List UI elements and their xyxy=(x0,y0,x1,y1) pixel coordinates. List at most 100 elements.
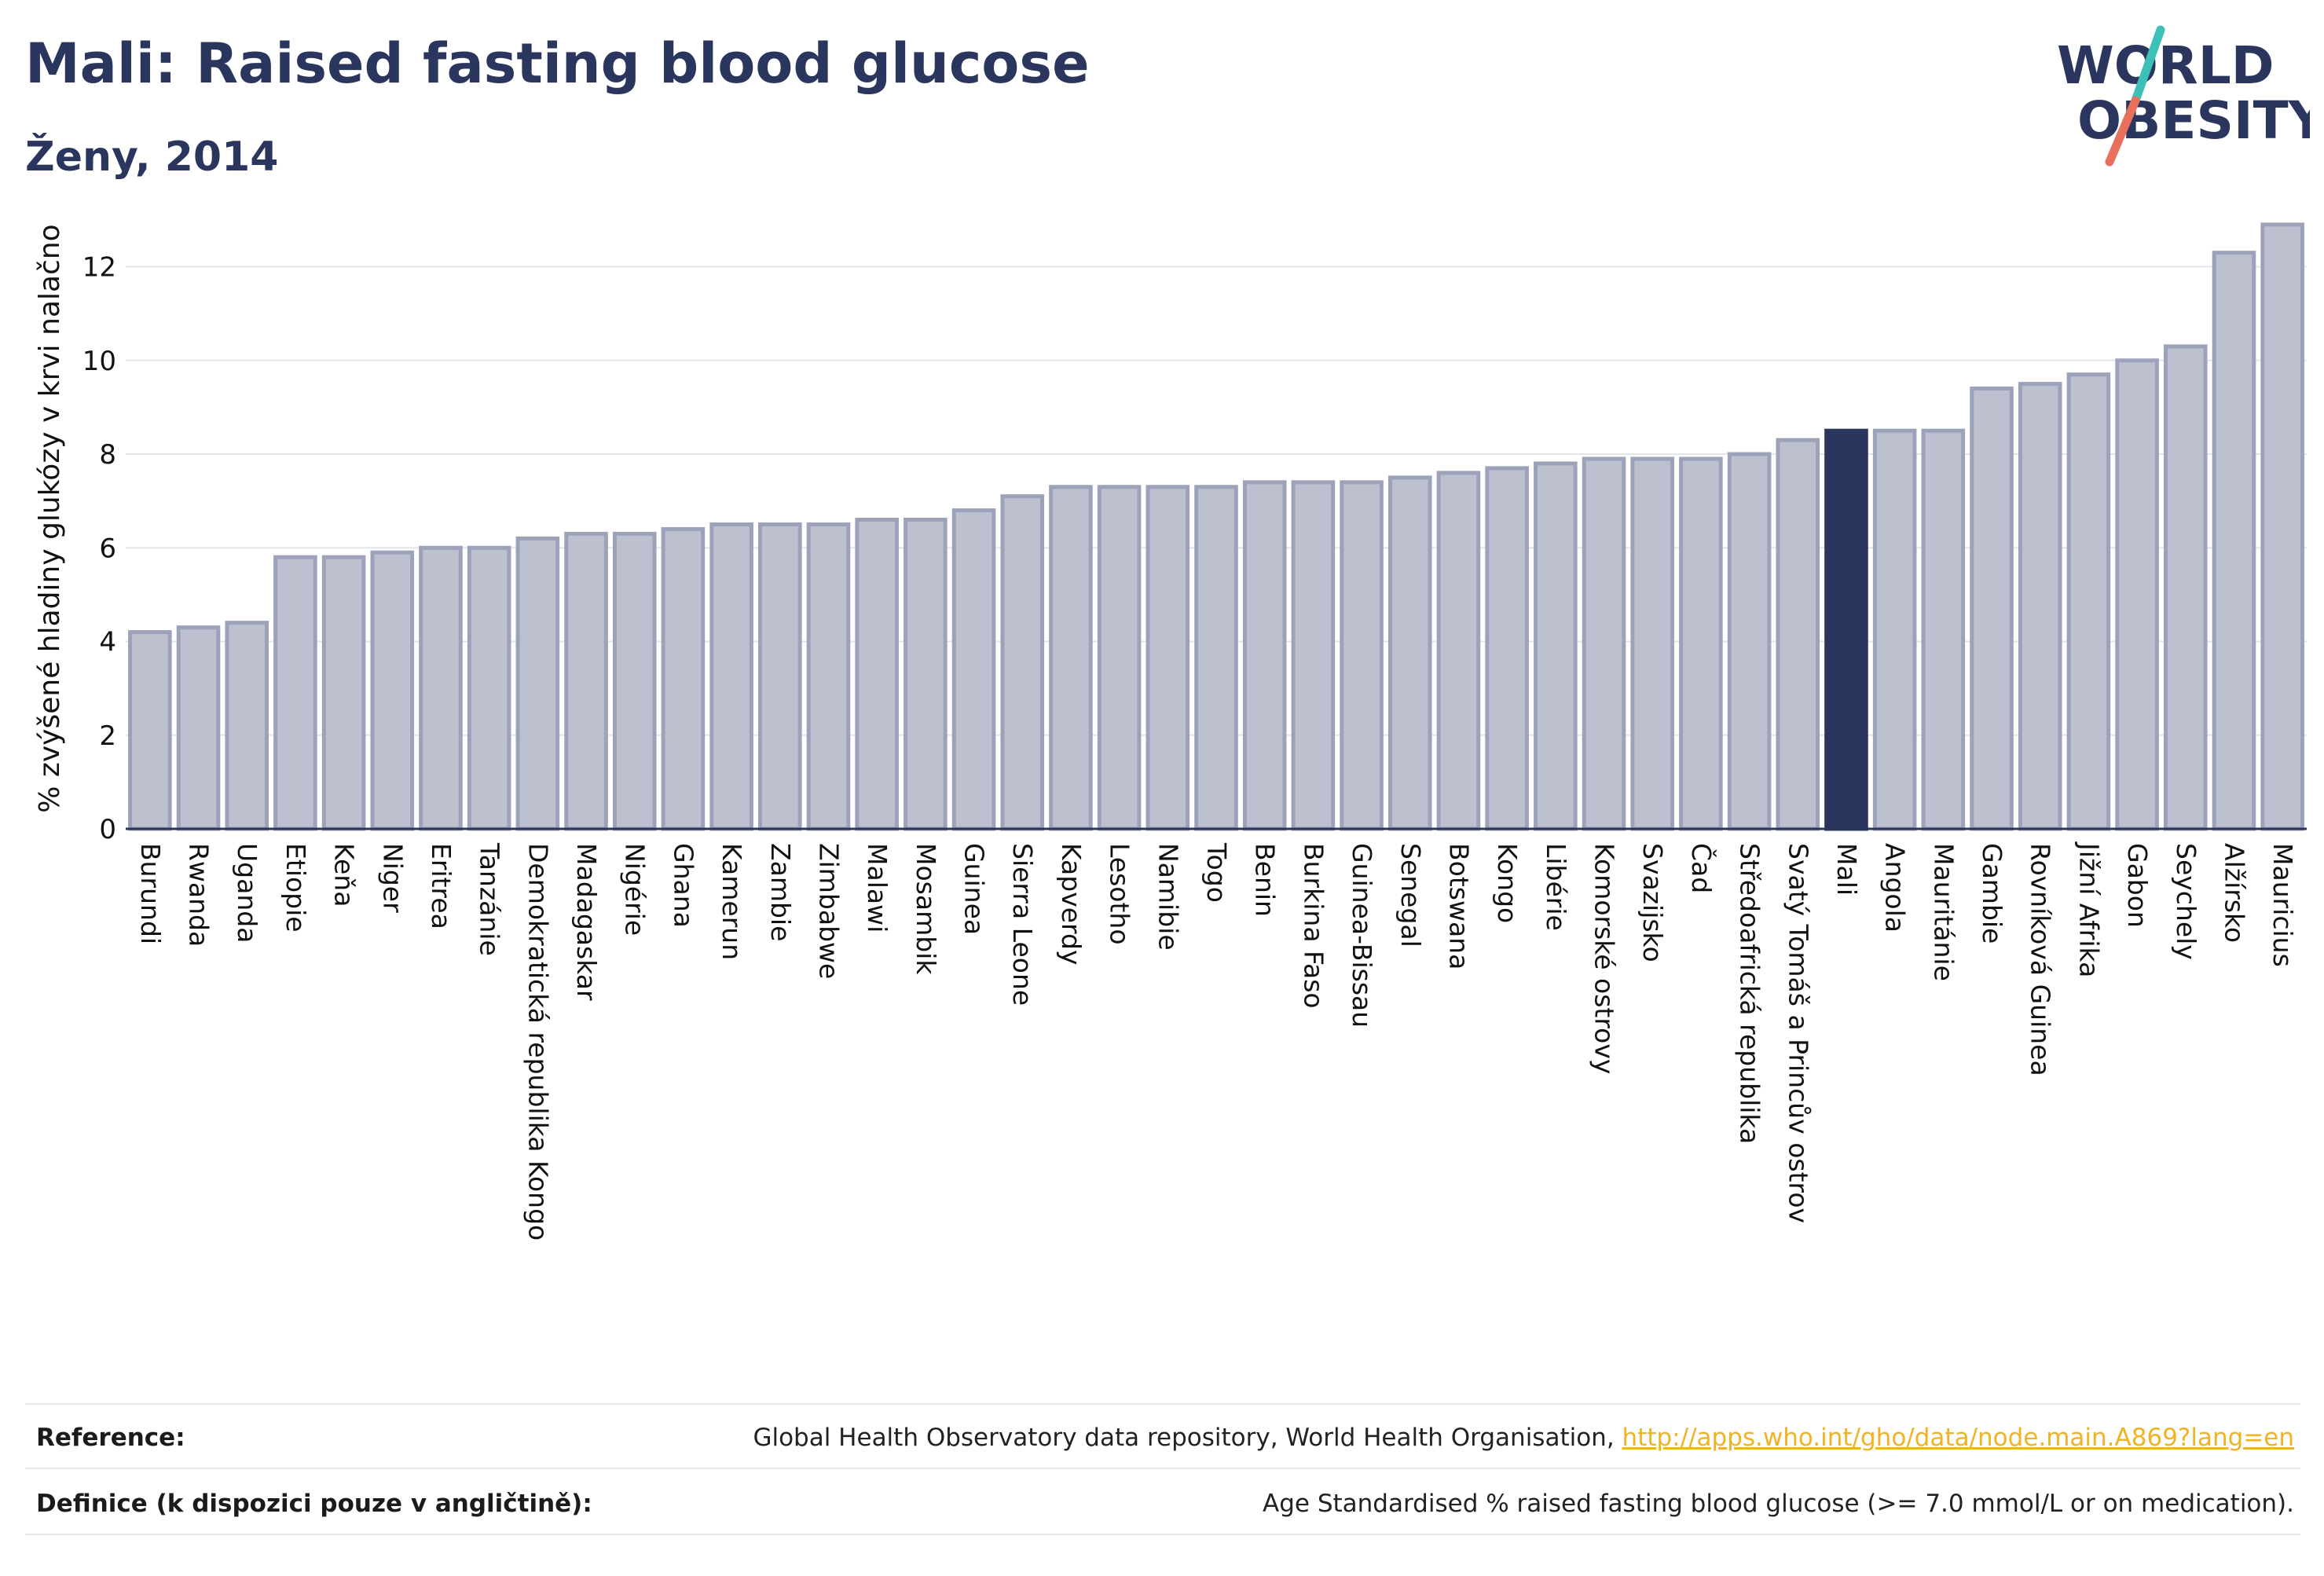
bar-guinea-bissau xyxy=(1340,480,1384,831)
y-tick-label: 4 xyxy=(99,627,116,658)
x-tick-label: Senegal xyxy=(1395,843,1426,947)
footer-divider-top xyxy=(25,1403,2300,1405)
x-tick-label: Středoafrická republika xyxy=(1735,843,1765,1144)
y-tick-label: 0 xyxy=(99,814,116,845)
bar-zimbabwe xyxy=(806,522,851,831)
bar-malawi xyxy=(855,518,899,831)
y-tick-label: 12 xyxy=(82,252,116,284)
x-tick-label: Mosambik xyxy=(911,843,941,975)
world-obesity-logo: WORLD OBESITY xyxy=(2057,25,2310,167)
bar-mosambik xyxy=(904,518,948,831)
bar-chart: 0 2 4 6 8 10 12 Burundi Rwanda Uganda Etiopie Keňa N… xyxy=(34,222,2307,1241)
bar-burkina-faso xyxy=(1291,480,1336,831)
bar-togo xyxy=(1194,485,1238,831)
bar-zambie xyxy=(758,522,802,831)
x-tick-label: Etiopie xyxy=(280,843,311,933)
bar-čad xyxy=(1679,456,1723,831)
bar-niger xyxy=(370,550,415,831)
y-tick-label: 6 xyxy=(99,533,116,564)
footer-divider-bottom xyxy=(25,1534,2300,1535)
bar-gabon xyxy=(2115,358,2159,831)
y-axis-label: % zvýšené hladiny glukózy v krvi nalačno xyxy=(34,224,66,812)
bar-gambie xyxy=(1970,387,2014,831)
x-tick-label: Zimbabwe xyxy=(813,843,844,979)
reference-link[interactable]: http://apps.who.int/gho/data/node.main.A… xyxy=(1622,1424,2294,1452)
bar-rwanda xyxy=(176,625,221,831)
bar-kongo xyxy=(1485,466,1529,831)
bar-kapverdy xyxy=(1049,485,1093,831)
chart-title: Mali: Raised fasting blood glucose xyxy=(25,31,1090,96)
definition-text: Age Standardised % raised fasting blood … xyxy=(1263,1490,2294,1518)
reference-text: Global Health Observatory data repositor… xyxy=(753,1424,2294,1452)
x-tick-label: Mauritánie xyxy=(1928,843,1959,981)
bar-benin xyxy=(1242,480,1287,831)
bar-svatý-tomáš-a-princův-ostrov xyxy=(1776,438,1820,831)
x-tick-label: Malawi xyxy=(862,843,893,933)
bar-uganda xyxy=(225,621,269,831)
x-tick-label: Komorské ostrovy xyxy=(1589,843,1620,1074)
x-tick-label: Guinea xyxy=(959,843,990,935)
x-tick-label: Namibie xyxy=(1153,843,1183,951)
x-tick-label: Zambie xyxy=(765,843,796,941)
bar-guinea xyxy=(951,508,996,831)
logo-slash-top xyxy=(2131,25,2165,105)
x-tick-label: Madagaskar xyxy=(571,843,602,1001)
reference-label: Reference: xyxy=(36,1424,185,1452)
bar-keňa xyxy=(321,555,366,831)
bar-alžírsko xyxy=(2212,251,2256,831)
bar-mali xyxy=(1824,428,1868,831)
footer-divider-middle xyxy=(25,1468,2300,1469)
bar-nigérie xyxy=(612,531,657,831)
bars xyxy=(128,222,2304,831)
y-tick-label: 10 xyxy=(82,346,116,377)
bar-libérie xyxy=(1534,461,1578,831)
x-tick-label: Angola xyxy=(1880,843,1911,933)
x-tick-label: Gambie xyxy=(1977,843,2007,944)
x-tick-label: Keňa xyxy=(329,843,360,907)
reference-source: Global Health Observatory data repositor… xyxy=(753,1424,1622,1452)
x-tick-label: Kongo xyxy=(1492,843,1523,923)
x-tick-label: Seychely xyxy=(2171,843,2201,960)
x-tick-label: Alžírsko xyxy=(2219,843,2249,943)
bar-senegal xyxy=(1387,475,1432,831)
bar-angola xyxy=(1872,428,1917,831)
bar-burundi xyxy=(128,630,172,831)
definition-label: Definice (k dispozici pouze v angličtině… xyxy=(36,1490,592,1518)
bar-lesotho xyxy=(1097,485,1142,831)
bar-středoafrická-republika xyxy=(1727,452,1772,831)
x-tick-label: Mali xyxy=(1831,843,1862,896)
logo-slash-bottom xyxy=(2105,96,2140,167)
x-tick-label: Burundi xyxy=(135,843,166,944)
bar-jižní-afrika xyxy=(2066,372,2111,831)
x-tick-label: Svatý Tomáš a Princův ostrov xyxy=(1783,843,1813,1223)
x-tick-label: Rovníková Guinea xyxy=(2025,843,2056,1076)
bar-seychely xyxy=(2163,344,2208,831)
bar-eritrea xyxy=(419,545,463,831)
x-tick-label: Botswana xyxy=(1443,843,1474,969)
x-tick-label: Rwanda xyxy=(184,843,214,947)
x-tick-label: Kapverdy xyxy=(1056,843,1087,966)
bar-mauricius xyxy=(2260,222,2304,831)
x-tick-label: Lesotho xyxy=(1105,843,1135,945)
x-tick-label: Gabon xyxy=(2122,843,2153,928)
x-tick-label: Nigérie xyxy=(620,843,651,936)
x-tick-label: Demokratická republika Kongo xyxy=(522,843,553,1241)
x-tick-label: Čad xyxy=(1686,843,1717,893)
axes: 0 2 4 6 8 10 12 Burundi Rwanda Uganda Etiopie Keňa N… xyxy=(82,252,2307,1241)
bar-namibie xyxy=(1146,485,1190,831)
x-tick-label: Svazijsko xyxy=(1637,843,1668,962)
x-tick-label: Ghana xyxy=(668,843,698,928)
bar-sierra-leone xyxy=(1000,494,1045,831)
x-tick-label: Guinea-Bissau xyxy=(1347,843,1377,1028)
x-tick-label: Kamerun xyxy=(717,843,747,960)
bar-botswana xyxy=(1436,471,1481,831)
bar-svazijsko xyxy=(1630,456,1674,831)
x-tick-label: Mauricius xyxy=(2267,843,2298,967)
chart-subtitle: Ženy, 2014 xyxy=(25,134,279,181)
bar-ghana xyxy=(661,526,706,831)
bar-mauritánie xyxy=(1921,428,1966,831)
logo-line1: WORLD xyxy=(2057,35,2275,96)
bar-tanzánie xyxy=(467,545,511,831)
x-tick-label: Togo xyxy=(1201,842,1232,903)
x-tick-label: Uganda xyxy=(232,843,262,943)
